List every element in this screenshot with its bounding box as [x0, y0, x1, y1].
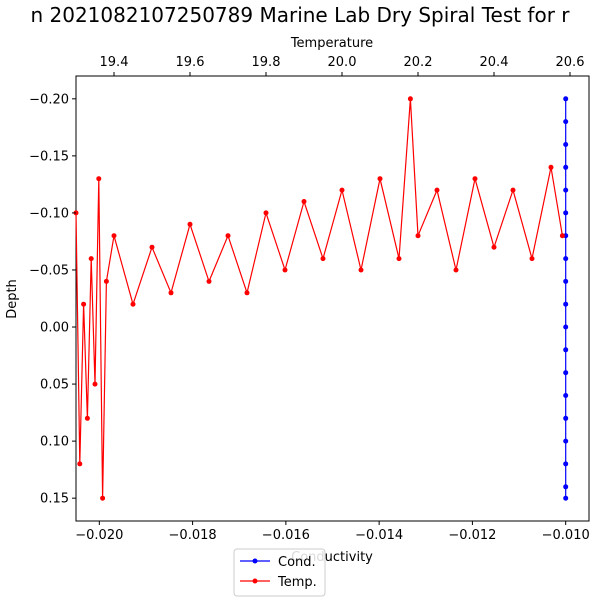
legend-marker-cond	[252, 558, 258, 564]
data-point-temp	[415, 233, 421, 239]
x-tick-label-top: 19.6	[176, 55, 205, 70]
x-ticks-top: 19.4 19.6 19.8 20.0 20.2 20.4 20.6	[100, 55, 585, 76]
data-point-temp	[396, 256, 402, 262]
x-tick-label-top: 20.2	[404, 55, 433, 70]
legend-label-cond: Cond.	[278, 555, 316, 570]
data-point-temp	[77, 461, 83, 467]
data-point-cond	[563, 495, 569, 501]
x-tick-label-bottom: −0.014	[355, 528, 403, 543]
data-point-temp	[92, 381, 98, 387]
x-tick-label-top: 20.4	[480, 55, 509, 70]
data-point-temp	[244, 290, 250, 296]
data-point-temp	[103, 278, 109, 284]
data-point-cond	[563, 415, 569, 421]
data-point-temp	[320, 256, 326, 262]
data-point-temp	[96, 176, 102, 182]
data-point-temp	[111, 233, 117, 239]
x-tick-label-top: 19.8	[252, 55, 281, 70]
data-point-temp	[282, 267, 288, 273]
data-point-temp	[529, 256, 535, 262]
data-point-cond	[563, 347, 569, 353]
data-point-temp	[358, 267, 364, 273]
data-point-cond	[563, 119, 569, 125]
x-tick-label-bottom: −0.016	[262, 528, 310, 543]
data-point-temp	[339, 187, 345, 193]
y-tick-label: −0.15	[29, 149, 69, 164]
data-point-temp	[510, 187, 516, 193]
data-point-temp	[81, 301, 87, 307]
data-point-temp	[187, 221, 193, 227]
data-point-temp	[491, 244, 497, 250]
y-tick-label: −0.10	[29, 206, 69, 221]
data-point-cond	[563, 461, 569, 467]
y-tick-label: 0.00	[40, 321, 69, 336]
data-point-temp	[225, 233, 231, 239]
data-point-temp	[472, 176, 478, 182]
x-tick-label-bottom: −0.018	[169, 528, 217, 543]
data-point-temp	[407, 96, 413, 102]
data-point-temp	[301, 199, 307, 204]
series-layer	[73, 96, 569, 501]
data-point-temp	[453, 267, 459, 273]
data-point-temp	[548, 164, 554, 170]
data-point-cond	[563, 187, 569, 193]
data-point-cond	[563, 164, 569, 170]
data-point-temp	[206, 278, 212, 284]
data-point-temp	[168, 290, 174, 296]
data-point-temp	[130, 301, 136, 307]
data-point-temp	[100, 495, 106, 501]
x-ticks-bottom: −0.020 −0.018 −0.016 −0.014 −0.012 −0.010	[75, 521, 590, 543]
y-tick-label: 0.10	[40, 435, 69, 450]
x-tick-label-top: 20.0	[328, 55, 357, 70]
data-point-cond	[563, 256, 569, 262]
data-point-temp	[559, 233, 565, 239]
data-point-cond	[563, 370, 569, 376]
data-point-cond	[563, 324, 569, 330]
x-tick-label-bottom: −0.010	[542, 528, 590, 543]
data-point-temp	[263, 210, 269, 216]
data-point-temp	[149, 244, 155, 250]
y-axis-label: Depth	[5, 279, 20, 319]
data-point-cond	[563, 142, 569, 147]
legend-marker-temp	[252, 578, 258, 584]
y-tick-label: 0.05	[40, 378, 69, 393]
data-point-cond	[563, 278, 569, 284]
data-point-cond	[563, 484, 569, 490]
y-ticks: −0.20 −0.15 −0.10 −0.05 0.00 0.05 0.10 0.15	[29, 92, 76, 507]
chart-title: n 2021082107250789 Marine Lab Dry Spiral…	[30, 3, 570, 27]
legend: Cond. Temp.	[233, 548, 326, 597]
data-point-cond	[563, 393, 569, 398]
data-point-temp	[377, 176, 383, 182]
x-axis-label-top: Temperature	[290, 36, 373, 51]
legend-label-temp: Temp.	[277, 575, 317, 590]
data-point-cond	[563, 438, 569, 444]
x-tick-label-top: 20.6	[556, 55, 585, 70]
y-tick-label: −0.20	[29, 92, 69, 107]
data-point-temp	[84, 415, 90, 421]
x-tick-label-bottom: −0.020	[75, 528, 123, 543]
y-tick-label: 0.15	[40, 492, 69, 507]
x-tick-label-top: 19.4	[100, 55, 129, 70]
data-point-temp	[434, 187, 440, 193]
data-point-cond	[563, 96, 569, 102]
data-point-cond	[563, 210, 569, 216]
plot-area	[75, 75, 590, 522]
y-tick-label: −0.05	[29, 263, 69, 278]
data-point-temp	[88, 256, 94, 262]
x-tick-label-bottom: −0.012	[448, 528, 496, 543]
data-point-cond	[563, 301, 569, 307]
